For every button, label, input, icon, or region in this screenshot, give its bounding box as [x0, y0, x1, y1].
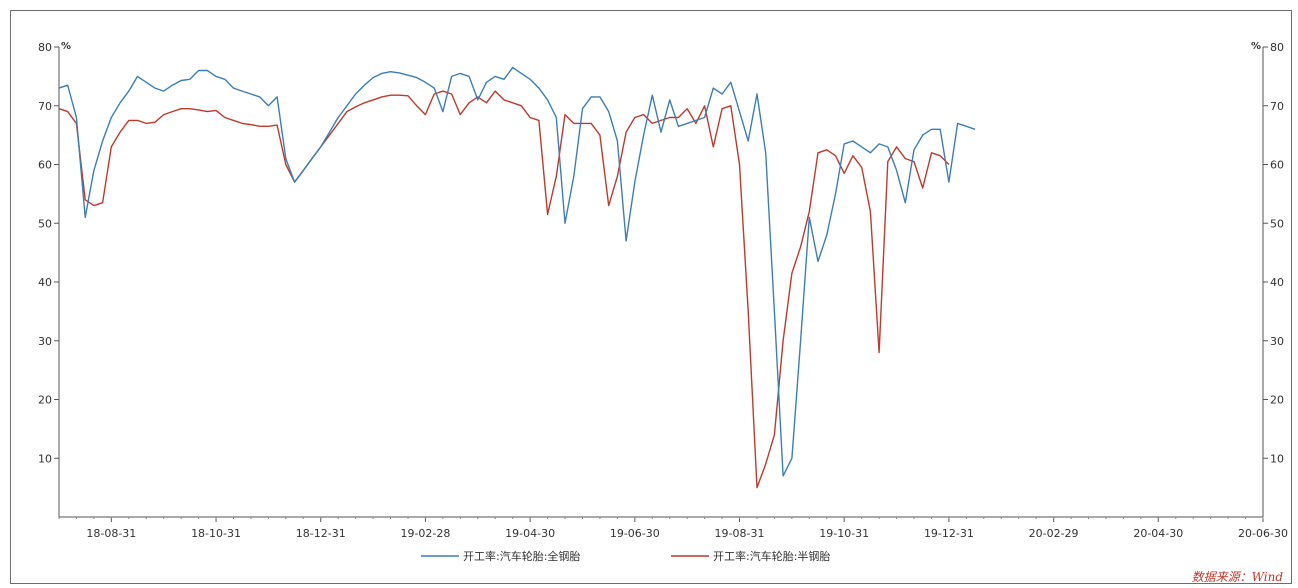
x-tick-label: 18-08-31 [86, 527, 136, 540]
legend-label: 开工率:汽车轮胎:全钢胎 [463, 549, 580, 563]
y-tick-label-left: 10 [38, 452, 52, 465]
x-tick-label: 18-12-31 [296, 527, 346, 540]
line-chart: 10 10 20 20 30 30 40 40 50 50 60 60 70 70 80 80% % 18-08-… [38, 41, 1288, 584]
x-tick-label: 19-04-30 [505, 527, 555, 540]
source-note: 数据来源：Wind [1192, 570, 1284, 584]
y-tick-label-right: 40 [1270, 276, 1284, 289]
x-tick-label: 18-10-31 [191, 527, 241, 540]
x-tick-label: 20-02-29 [1029, 527, 1079, 540]
y-tick-label-left: 50 [38, 217, 52, 230]
y-tick-label-right: 80 [1270, 41, 1284, 54]
series-line-all-steel [58, 66, 976, 477]
x-tick-label: 19-02-28 [400, 527, 450, 540]
y-tick-label-left: 40 [38, 276, 52, 289]
y-unit-left: % [61, 41, 71, 52]
x-tick-label: 20-06-30 [1238, 527, 1288, 540]
y-tick-label-left: 60 [38, 159, 52, 172]
chart-frame: 10 10 20 20 30 30 40 40 50 50 60 60 70 70 80 80%% 18-08-… [10, 10, 1292, 584]
y-tick-label-left: 30 [38, 335, 52, 348]
y-tick-label-left: 70 [38, 100, 52, 113]
y-tick-label-right: 10 [1270, 452, 1284, 465]
y-unit-right: % [1251, 41, 1261, 52]
y-tick-label-right: 50 [1270, 217, 1284, 230]
legend-label: 开工率:汽车轮胎:半钢胎 [713, 549, 830, 563]
y-tick-label-right: 30 [1270, 335, 1284, 348]
y-tick-label-right: 60 [1270, 159, 1284, 172]
x-tick-label: 19-08-31 [715, 527, 765, 540]
x-tick-label: 19-12-31 [924, 527, 974, 540]
y-tick-label-left: 20 [38, 394, 52, 407]
series-line-semi-steel [58, 90, 950, 489]
x-tick-label: 19-10-31 [819, 527, 869, 540]
y-tick-label-right: 20 [1270, 394, 1284, 407]
y-tick-label-left: 80 [38, 41, 52, 54]
x-tick-label: 20-04-30 [1133, 527, 1183, 540]
x-tick-label: 19-06-30 [610, 527, 660, 540]
y-tick-label-right: 70 [1270, 100, 1284, 113]
